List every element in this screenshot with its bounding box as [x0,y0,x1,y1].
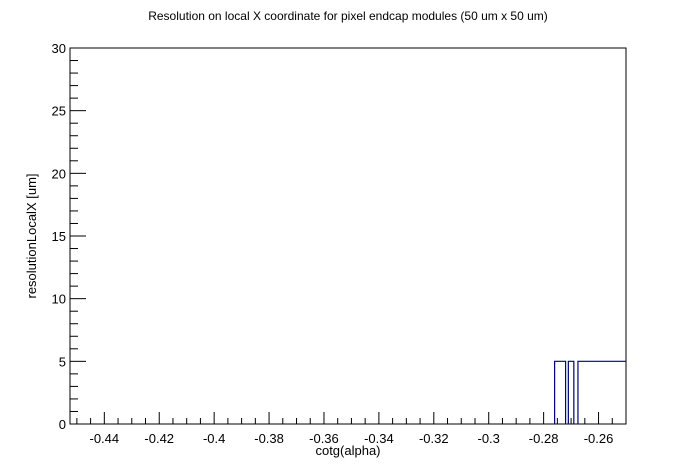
x-tick-label: -0.28 [529,431,559,446]
y-tick-label: 5 [59,354,66,369]
x-tick-label: -0.3 [478,431,500,446]
x-tick-label: -0.44 [90,431,120,446]
x-tick-label: -0.42 [144,431,174,446]
chart-title: Resolution on local X coordinate for pix… [148,9,548,23]
y-tick-label: 25 [52,104,66,119]
x-tick-label: -0.36 [309,431,339,446]
x-axis: -0.44 -0.42 -0.4 -0.38 -0.36 -0.34 -0.32 -0.3 -0… [76,412,627,446]
x-axis-label: cotg(alpha) [315,443,380,458]
histogram-series [554,360,626,424]
y-axis: 0 5 10 15 20 25 30 [52,41,86,432]
y-tick-label: 10 [52,292,66,307]
x-tick-label: -0.32 [419,431,449,446]
y-tick-label: 15 [52,229,66,244]
x-tick-label: -0.4 [203,431,225,446]
x-tick-label: -0.34 [364,431,394,446]
y-tick-label: 20 [52,166,66,181]
y-tick-label: 30 [52,41,66,56]
x-tick-label: -0.38 [254,431,284,446]
histogram-bin [567,360,575,424]
histogram-bin [577,360,626,424]
y-tick-label: 0 [59,417,66,432]
plot-frame [69,47,627,425]
histogram-bin [554,360,567,424]
x-tick-label: -0.26 [584,431,614,446]
y-axis-label: resolutionLocalX [um] [24,173,39,298]
